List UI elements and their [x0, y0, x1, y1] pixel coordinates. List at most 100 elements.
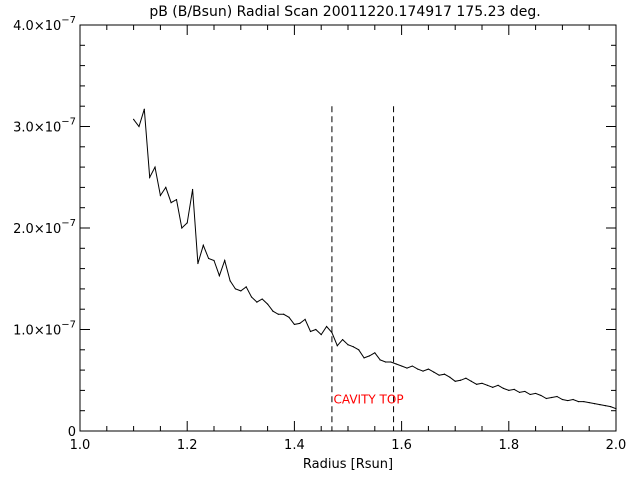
- data-point: [368, 355, 371, 357]
- data-point: [288, 316, 290, 318]
- x-tick-label: 1.2: [177, 438, 198, 453]
- data-point: [181, 227, 183, 229]
- data-point: [208, 257, 210, 260]
- data-point: [588, 401, 590, 404]
- x-tick-label: 1.0: [70, 438, 91, 453]
- pb-series-line: [133, 109, 617, 410]
- data-point: [283, 313, 285, 315]
- data-point: [315, 328, 317, 331]
- data-point: [154, 166, 156, 168]
- data-point: [186, 222, 188, 224]
- data-point: [384, 361, 387, 363]
- y-tick-label: 4.0×10−7: [13, 15, 76, 34]
- data-point: [159, 194, 161, 197]
- data-point: [459, 379, 462, 381]
- y-tick-label: 1.0×10−7: [13, 320, 76, 339]
- x-axis: 1.0 1.2 1.4 1.6 1.8 2.0: [70, 25, 626, 453]
- pb-series-points: [133, 108, 617, 410]
- data-point: [272, 310, 274, 312]
- data-point: [202, 244, 204, 246]
- data-point: [309, 330, 312, 333]
- data-point: [267, 303, 269, 305]
- data-point: [352, 346, 354, 348]
- data-point: [240, 290, 242, 292]
- data-point: [572, 398, 574, 401]
- data-point: [599, 404, 601, 406]
- data-point: [336, 345, 338, 347]
- data-point: [604, 405, 606, 407]
- data-point: [395, 363, 397, 365]
- plot-frame: [79, 24, 617, 432]
- data-point: [540, 394, 542, 397]
- data-point: [438, 374, 440, 376]
- y-axis: 0 1.0×10−7 2.0×10−7 3.0×10−7 4.0×10−7: [13, 15, 616, 440]
- annotations: CAVITY TOP: [334, 393, 404, 407]
- data-point: [449, 376, 451, 378]
- chart-title: pB (B/Bsun) Radial Scan 20011220.174917 …: [149, 4, 540, 20]
- data-point: [347, 344, 349, 346]
- y-tick-label: 3.0×10−7: [13, 117, 76, 136]
- data-point: [143, 108, 145, 110]
- data-point: [417, 368, 419, 370]
- y-tick-label: 2.0×10−7: [13, 218, 76, 237]
- data-point: [508, 389, 510, 391]
- data-point: [229, 280, 231, 282]
- data-point: [443, 373, 446, 375]
- x-tick-label: 1.4: [284, 438, 305, 453]
- data-point: [556, 395, 558, 398]
- data-point: [138, 125, 140, 128]
- data-point: [379, 359, 381, 361]
- data-point: [250, 296, 253, 298]
- data-point: [401, 365, 403, 367]
- data-point: [165, 186, 167, 188]
- data-point: [465, 377, 467, 379]
- x-axis-label: Radius [Rsun]: [303, 457, 393, 472]
- data-point: [304, 318, 306, 320]
- data-point: [567, 399, 569, 402]
- data-point: [133, 118, 135, 120]
- data-point: [342, 339, 344, 341]
- data-point: [197, 262, 199, 265]
- data-point: [513, 388, 515, 390]
- data-point: [615, 408, 617, 410]
- radius-markers: [331, 106, 395, 431]
- data-point: [545, 397, 547, 400]
- data-point: [170, 202, 172, 204]
- y-tick-label: 0: [68, 425, 76, 440]
- data-point: [218, 275, 220, 277]
- data-point: [518, 391, 521, 394]
- data-point: [492, 386, 494, 388]
- data-point: [331, 331, 333, 334]
- data-point: [561, 398, 564, 401]
- annotation-label: CAVITY TOP: [334, 393, 404, 407]
- data-point: [497, 384, 499, 386]
- data-point: [191, 188, 194, 191]
- data-point: [454, 380, 456, 382]
- data-point: [422, 370, 424, 372]
- data-point: [524, 390, 526, 393]
- data-point: [502, 387, 505, 389]
- data-point: [470, 380, 472, 382]
- data-point: [529, 393, 531, 396]
- data-point: [261, 298, 263, 300]
- data-point: [535, 392, 537, 395]
- data-point: [320, 333, 322, 336]
- x-tick-label: 1.8: [498, 438, 519, 453]
- data-point: [213, 259, 215, 262]
- data-point: [293, 323, 295, 326]
- data-point: [577, 400, 580, 403]
- data-point: [411, 365, 413, 367]
- data-point: [406, 367, 408, 369]
- data-point: [374, 352, 376, 354]
- data-point: [476, 383, 478, 385]
- data-point: [390, 361, 392, 363]
- data-point: [256, 301, 258, 303]
- data-point: [593, 402, 596, 405]
- data-point: [486, 384, 488, 386]
- data-point: [245, 286, 247, 288]
- data-point: [175, 198, 178, 201]
- data-point: [299, 322, 301, 325]
- data-point: [234, 288, 237, 290]
- data-point: [427, 368, 429, 370]
